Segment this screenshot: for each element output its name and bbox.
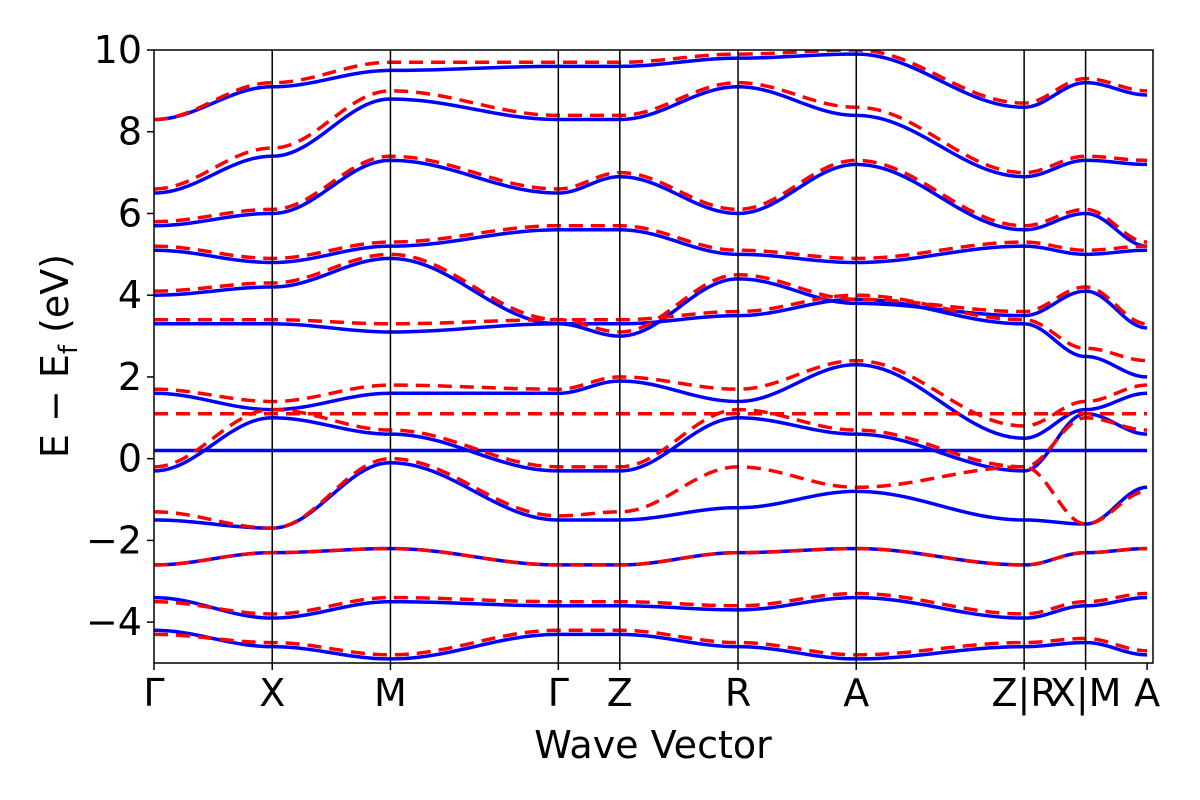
series_b-band-9 (154, 252, 1148, 334)
series_b-band-10 (154, 223, 1148, 261)
x-tick-label: A (843, 671, 869, 715)
series_a-band-2 (154, 595, 1148, 620)
series_a-band-8 (154, 297, 1148, 379)
y-tick-label: 4 (118, 273, 142, 317)
plot-frame (153, 49, 1154, 664)
y-axis-label-subscript: f (54, 344, 84, 354)
series_b-band-11 (154, 154, 1148, 244)
series_b-band-4 (154, 456, 1148, 530)
series_a-band-9 (154, 256, 1148, 338)
y-tick-label: 2 (118, 355, 142, 399)
series_b-band-2 (154, 591, 1148, 616)
series_a-band-11 (154, 158, 1148, 248)
high-symmetry-lines (271, 50, 1087, 663)
y-tick-label: 0 (118, 437, 142, 481)
series_b-band-1 (154, 628, 1148, 657)
x-tick-label: X (259, 671, 285, 715)
x-tick-label: X|M (1050, 671, 1122, 716)
x-tick-label: R (725, 671, 751, 715)
series_a-band-10 (154, 228, 1148, 265)
y-tick-label: 8 (118, 110, 142, 154)
series_b-band-3 (154, 546, 1148, 567)
series_a-band-12 (154, 85, 1148, 195)
series_b-band-13 (154, 50, 1148, 122)
x-axis-ticks: Γ X M Γ Z R A Z|RX|M A (143, 663, 1160, 716)
series-b-bands (154, 50, 1148, 657)
series_b-band-5 (154, 407, 1148, 469)
series_a-band-13 (154, 52, 1148, 122)
y-axis-label-main: E − E (33, 354, 77, 458)
x-axis-label: Wave Vector (534, 723, 772, 767)
x-tick-label: Z (607, 671, 633, 715)
y-axis-label: E − Ef (eV) (33, 254, 84, 458)
series_b-band-7 (154, 358, 1148, 428)
y-axis-ticks: −4 −2 0 2 4 6 8 10 (86, 28, 154, 644)
y-tick-label: 10 (94, 28, 142, 72)
series_a-band-1 (154, 628, 1148, 661)
y-axis-label-unit: (eV) (33, 254, 77, 333)
x-tick-label: Γ (548, 671, 569, 715)
plot-area (154, 50, 1153, 663)
x-tick-label: Γ (143, 671, 164, 715)
x-tick-label: M (374, 671, 407, 715)
y-tick-label: −4 (86, 600, 142, 644)
y-tick-label: 6 (118, 191, 142, 235)
x-tick-label: Z|R (992, 671, 1057, 716)
series_b-band-8 (154, 293, 1148, 363)
x-tick-label: A (1134, 671, 1160, 715)
series_a-band-7 (154, 362, 1148, 440)
y-tick-label: −2 (86, 518, 142, 562)
series_b-band-12 (154, 80, 1148, 191)
